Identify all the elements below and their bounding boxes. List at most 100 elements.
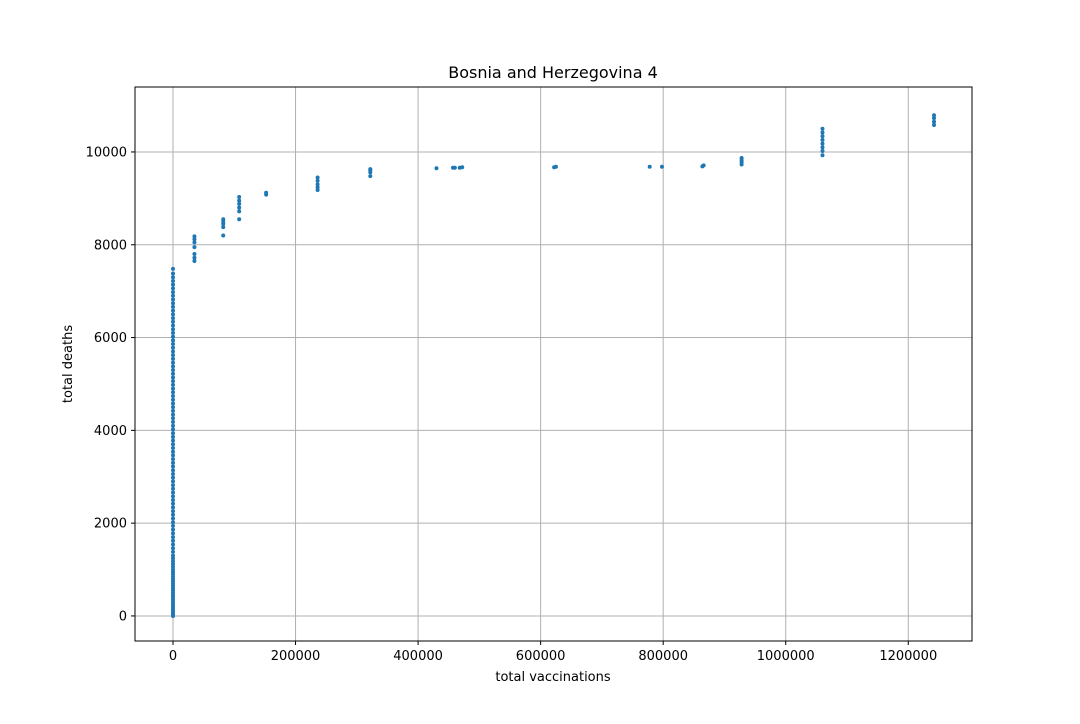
data-point: [170, 301, 175, 306]
data-point: [170, 559, 175, 564]
data-point: [170, 342, 175, 347]
data-point: [820, 153, 825, 158]
data-point: [739, 155, 744, 160]
data-point: [170, 345, 175, 350]
data-point: [237, 209, 242, 214]
data-point: [170, 486, 175, 491]
data-point: [170, 438, 175, 443]
data-point: [170, 549, 175, 554]
data-point: [192, 258, 197, 263]
x-tick-label: 1200000: [879, 649, 937, 664]
data-point: [221, 217, 226, 222]
data-point: [170, 553, 175, 558]
data-point: [170, 275, 175, 280]
data-point: [170, 471, 175, 476]
data-point: [170, 297, 175, 302]
x-tick-label: 1000000: [757, 649, 815, 664]
data-point: [170, 535, 175, 540]
data-point: [170, 490, 175, 495]
data-point: [932, 113, 937, 118]
y-tick-label: 6000: [94, 331, 127, 346]
plot-frame: [134, 86, 973, 642]
data-point: [553, 164, 558, 169]
data-point: [170, 390, 175, 395]
data-point: [170, 460, 175, 465]
data-point: [170, 327, 175, 332]
data-point: [820, 149, 825, 154]
data-point: [170, 286, 175, 291]
data-point: [170, 371, 175, 376]
data-point: [237, 205, 242, 210]
data-point: [170, 323, 175, 328]
data-point: [170, 516, 175, 521]
data-point: [170, 419, 175, 424]
data-point: [170, 479, 175, 484]
data-point: [170, 394, 175, 399]
data-point: [170, 416, 175, 421]
chart-title: Bosnia and Herzegovina 4: [448, 63, 658, 82]
data-point: [170, 319, 175, 324]
data-point: [170, 457, 175, 462]
y-tick-label: 8000: [94, 238, 127, 253]
data-point: [264, 190, 269, 195]
data-point: [170, 368, 175, 373]
data-point: [170, 546, 175, 551]
data-point: [170, 290, 175, 295]
data-point: [452, 165, 457, 170]
data-point: [170, 475, 175, 480]
data-point: [368, 167, 373, 172]
data-point: [170, 364, 175, 369]
data-point: [820, 145, 825, 150]
data-point: [170, 453, 175, 458]
data-point: [221, 225, 226, 230]
data-point: [820, 134, 825, 139]
x-tick-label: 800000: [638, 649, 688, 664]
data-point: [170, 449, 175, 454]
data-point: [170, 483, 175, 488]
data-point: [170, 512, 175, 517]
data-point: [170, 523, 175, 528]
data-point: [170, 401, 175, 406]
data-point: [170, 468, 175, 473]
data-point: [434, 166, 439, 171]
data-point: [170, 382, 175, 387]
data-point: [170, 360, 175, 365]
data-point: [170, 338, 175, 343]
data-point: [192, 234, 197, 239]
data-point: [237, 198, 242, 203]
data-point: [170, 423, 175, 428]
data-point: [192, 237, 197, 242]
data-point: [315, 178, 320, 183]
data-point: [170, 293, 175, 298]
data-point: [170, 497, 175, 502]
data-point: [170, 427, 175, 432]
x-tick-label: 400000: [393, 649, 443, 664]
data-point: [170, 431, 175, 436]
y-tick-label: 4000: [94, 424, 127, 439]
data-point: [170, 494, 175, 499]
data-point: [170, 527, 175, 532]
data-point: [315, 185, 320, 190]
y-tick-label: 10000: [86, 145, 127, 160]
data-point: [170, 542, 175, 547]
data-point: [170, 520, 175, 525]
data-point: [170, 266, 175, 271]
data-point: [170, 412, 175, 417]
data-point: [170, 445, 175, 450]
data-point: [170, 278, 175, 283]
data-point: [932, 119, 937, 124]
data-point: [237, 194, 242, 199]
y-axis-label: total deaths: [61, 325, 76, 403]
data-point: [170, 282, 175, 287]
data-point: [932, 116, 937, 121]
x-axis-label: total vaccinations: [495, 670, 611, 685]
data-point: [659, 164, 664, 169]
data-point: [170, 349, 175, 354]
data-point: [192, 252, 197, 257]
x-tick-label: 0: [169, 649, 177, 664]
data-point: [820, 137, 825, 142]
data-point: [170, 408, 175, 413]
data-point: [701, 163, 706, 168]
